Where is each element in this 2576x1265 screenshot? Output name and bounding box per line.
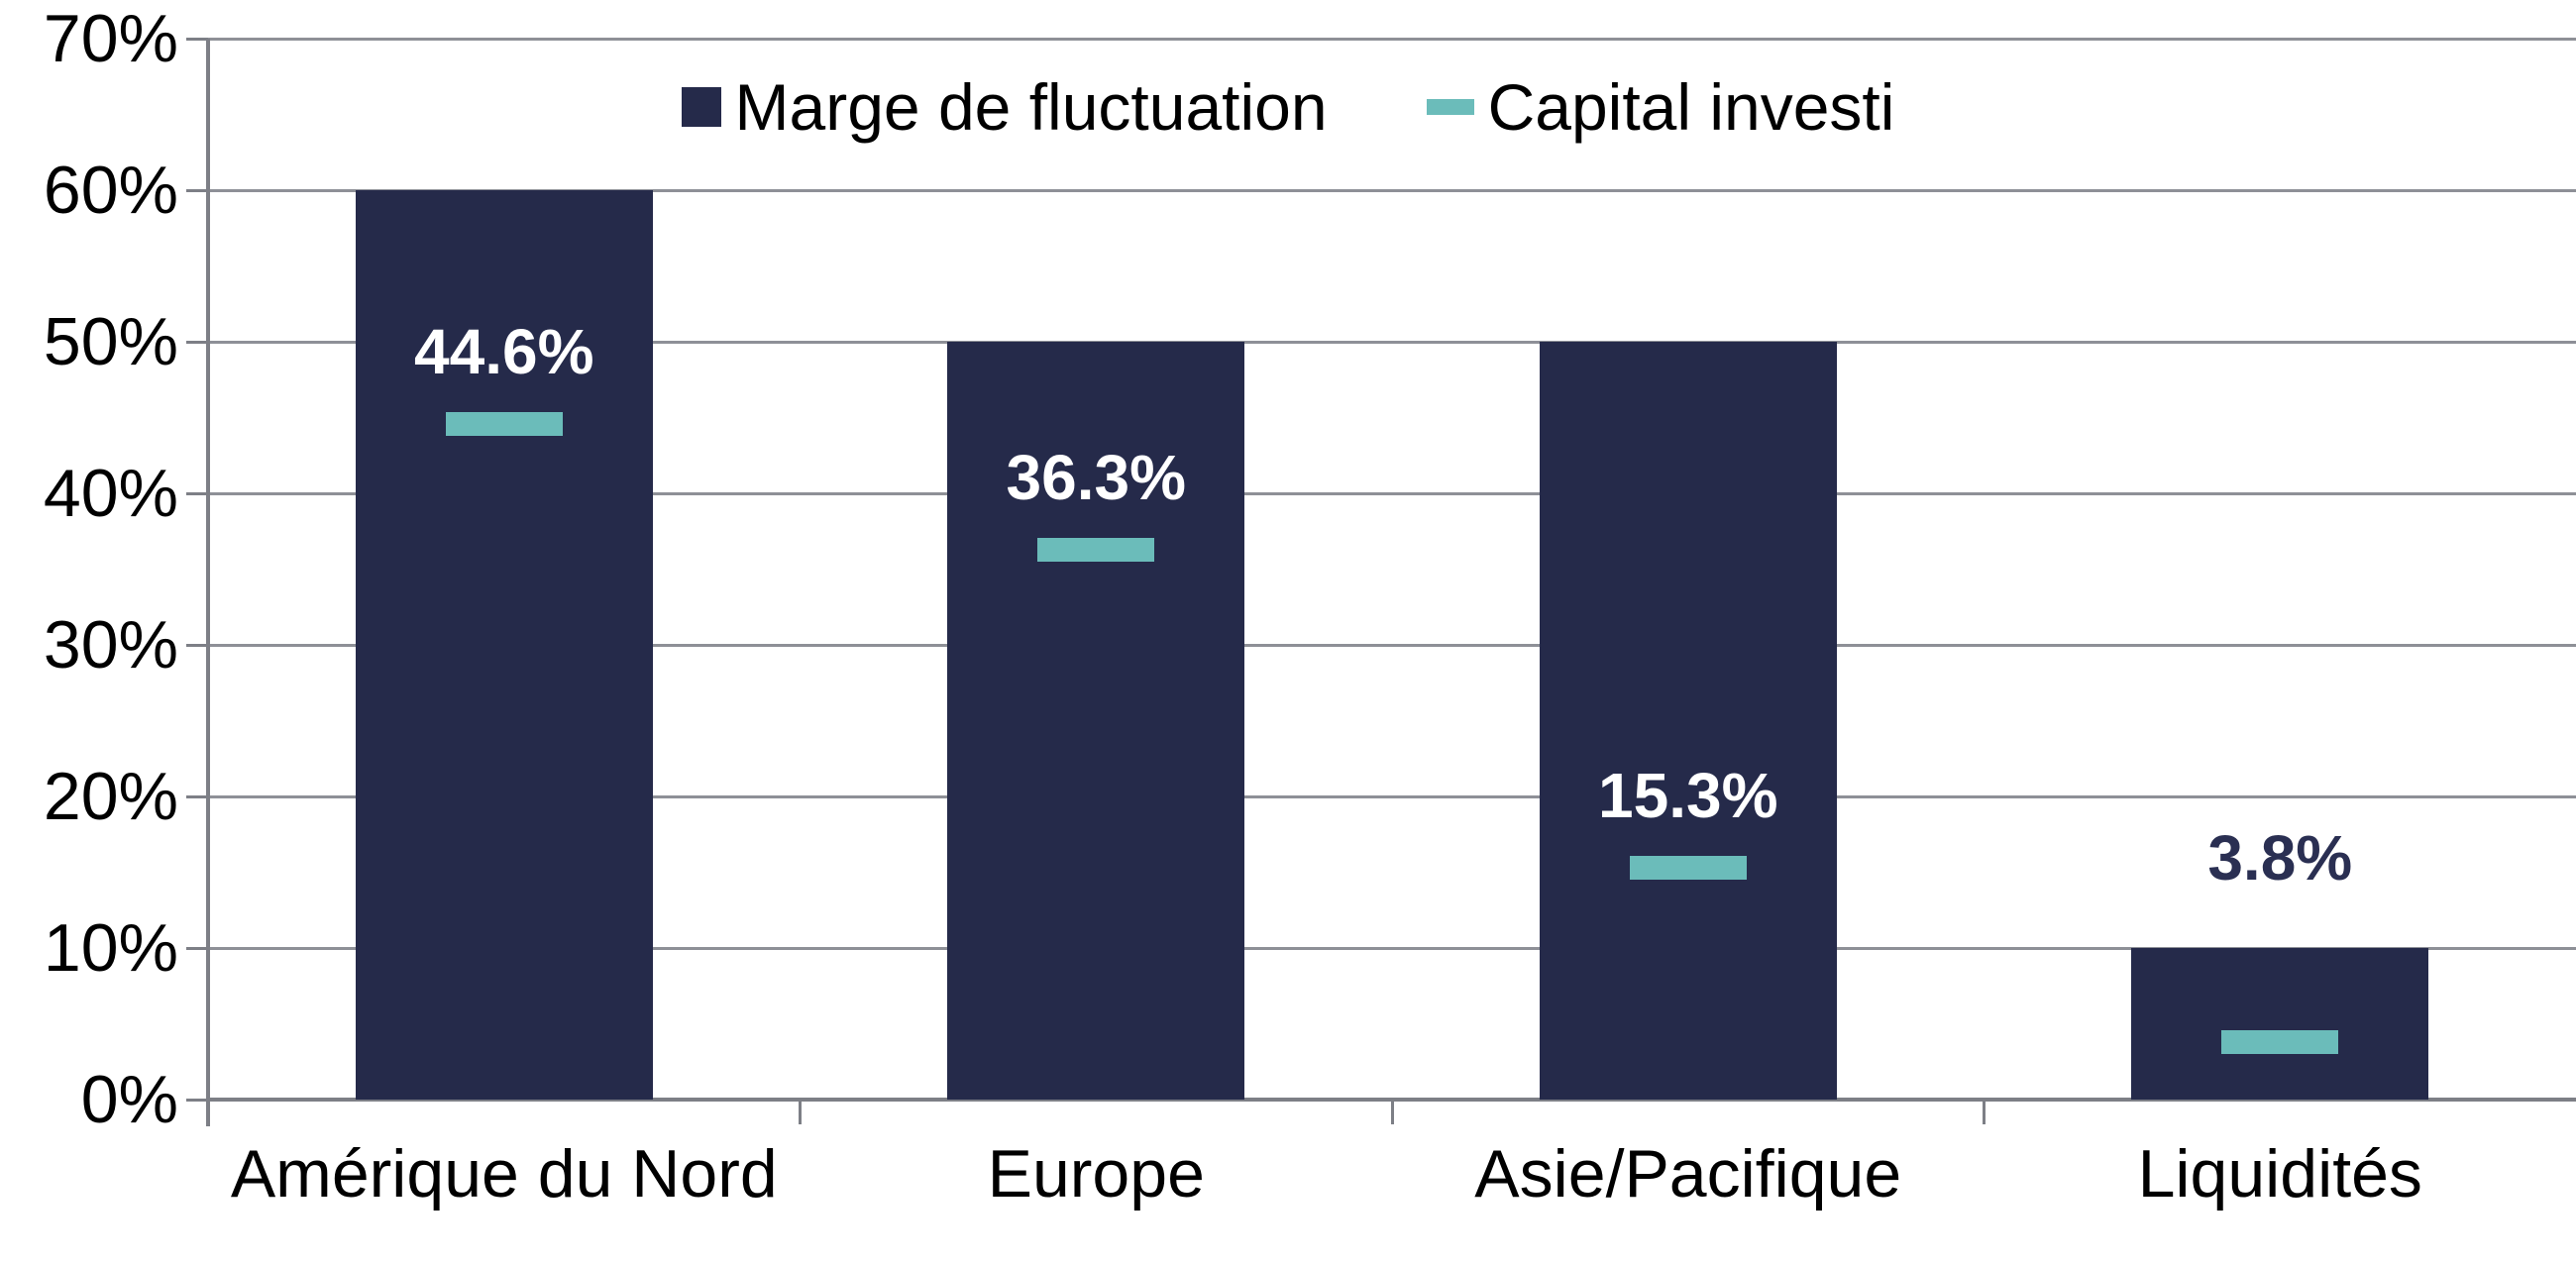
bar-Liquidités [2131,948,2429,1100]
capital-investi-marker-Asie/Pacifique [1629,855,1747,880]
gridline-10% [208,946,2576,950]
y-axis-label-30%: 30% [43,607,178,683]
capital-investi-marker-Europe [1037,537,1155,562]
y-axis-label-40%: 40% [43,456,178,531]
y-axis-tick [186,643,208,647]
legend-item-marge-de-fluctuation: Marge de fluctuation [681,69,1328,145]
y-axis-line [206,39,210,1126]
teal-dash-icon [1426,99,1474,115]
y-axis-tick [186,188,208,192]
bar-Asie/Pacifique [1539,342,1837,1100]
chart-legend: Marge de fluctuation Capital investi [0,69,2576,145]
bar-Amérique du Nord [355,190,653,1100]
y-axis-label-0%: 0% [80,1062,178,1137]
data-label-Amérique du Nord: 44.6% [414,315,594,387]
bar-Europe [947,342,1245,1100]
legend-item-capital-investi: Capital investi [1426,69,1895,145]
gridline-40% [208,491,2576,495]
y-axis-tick [186,946,208,950]
legend-label-marge-de-fluctuation: Marge de fluctuation [734,70,1328,144]
x-axis-label-Asie/Pacifique: Asie/Pacifique [1474,1136,1902,1212]
navy-square-icon [681,87,721,127]
gridline-20% [208,794,2576,798]
data-label-Liquidités: 3.8% [2207,822,2353,894]
x-axis-label-Amérique du Nord: Amérique du Nord [230,1136,778,1212]
y-axis-label-70%: 70% [43,1,178,76]
plot-area: 44.6% 36.3% 15.3% 3.8% [208,37,2576,1102]
capital-investi-marker-Liquidités [2221,1029,2339,1054]
gridline-60% [208,188,2576,192]
x-axis-tick [1390,1100,1394,1124]
x-axis-tick [1983,1100,1986,1124]
gridline-50% [208,340,2576,344]
capital-investi-marker-Amérique du Nord [445,411,563,436]
y-axis-label-60%: 60% [43,153,178,228]
data-label-Europe: 36.3% [1006,441,1186,513]
y-axis-tick [186,340,208,344]
y-axis-tick [186,1098,208,1102]
y-axis-tick [186,491,208,495]
x-axis-label-Europe: Europe [987,1136,1205,1212]
x-axis-tick [799,1100,802,1124]
y-axis-label-50%: 50% [43,304,178,379]
legend-label-capital-investi: Capital investi [1487,70,1895,144]
y-axis-label-10%: 10% [43,910,178,986]
y-axis-label-20%: 20% [43,759,178,834]
data-label-Asie/Pacifique: 15.3% [1598,759,1778,831]
y-axis-tick [186,37,208,41]
gridline-70% [208,37,2576,41]
y-axis-tick [186,794,208,798]
gridline-30% [208,643,2576,647]
x-axis-label-Liquidités: Liquidités [2137,1136,2422,1212]
